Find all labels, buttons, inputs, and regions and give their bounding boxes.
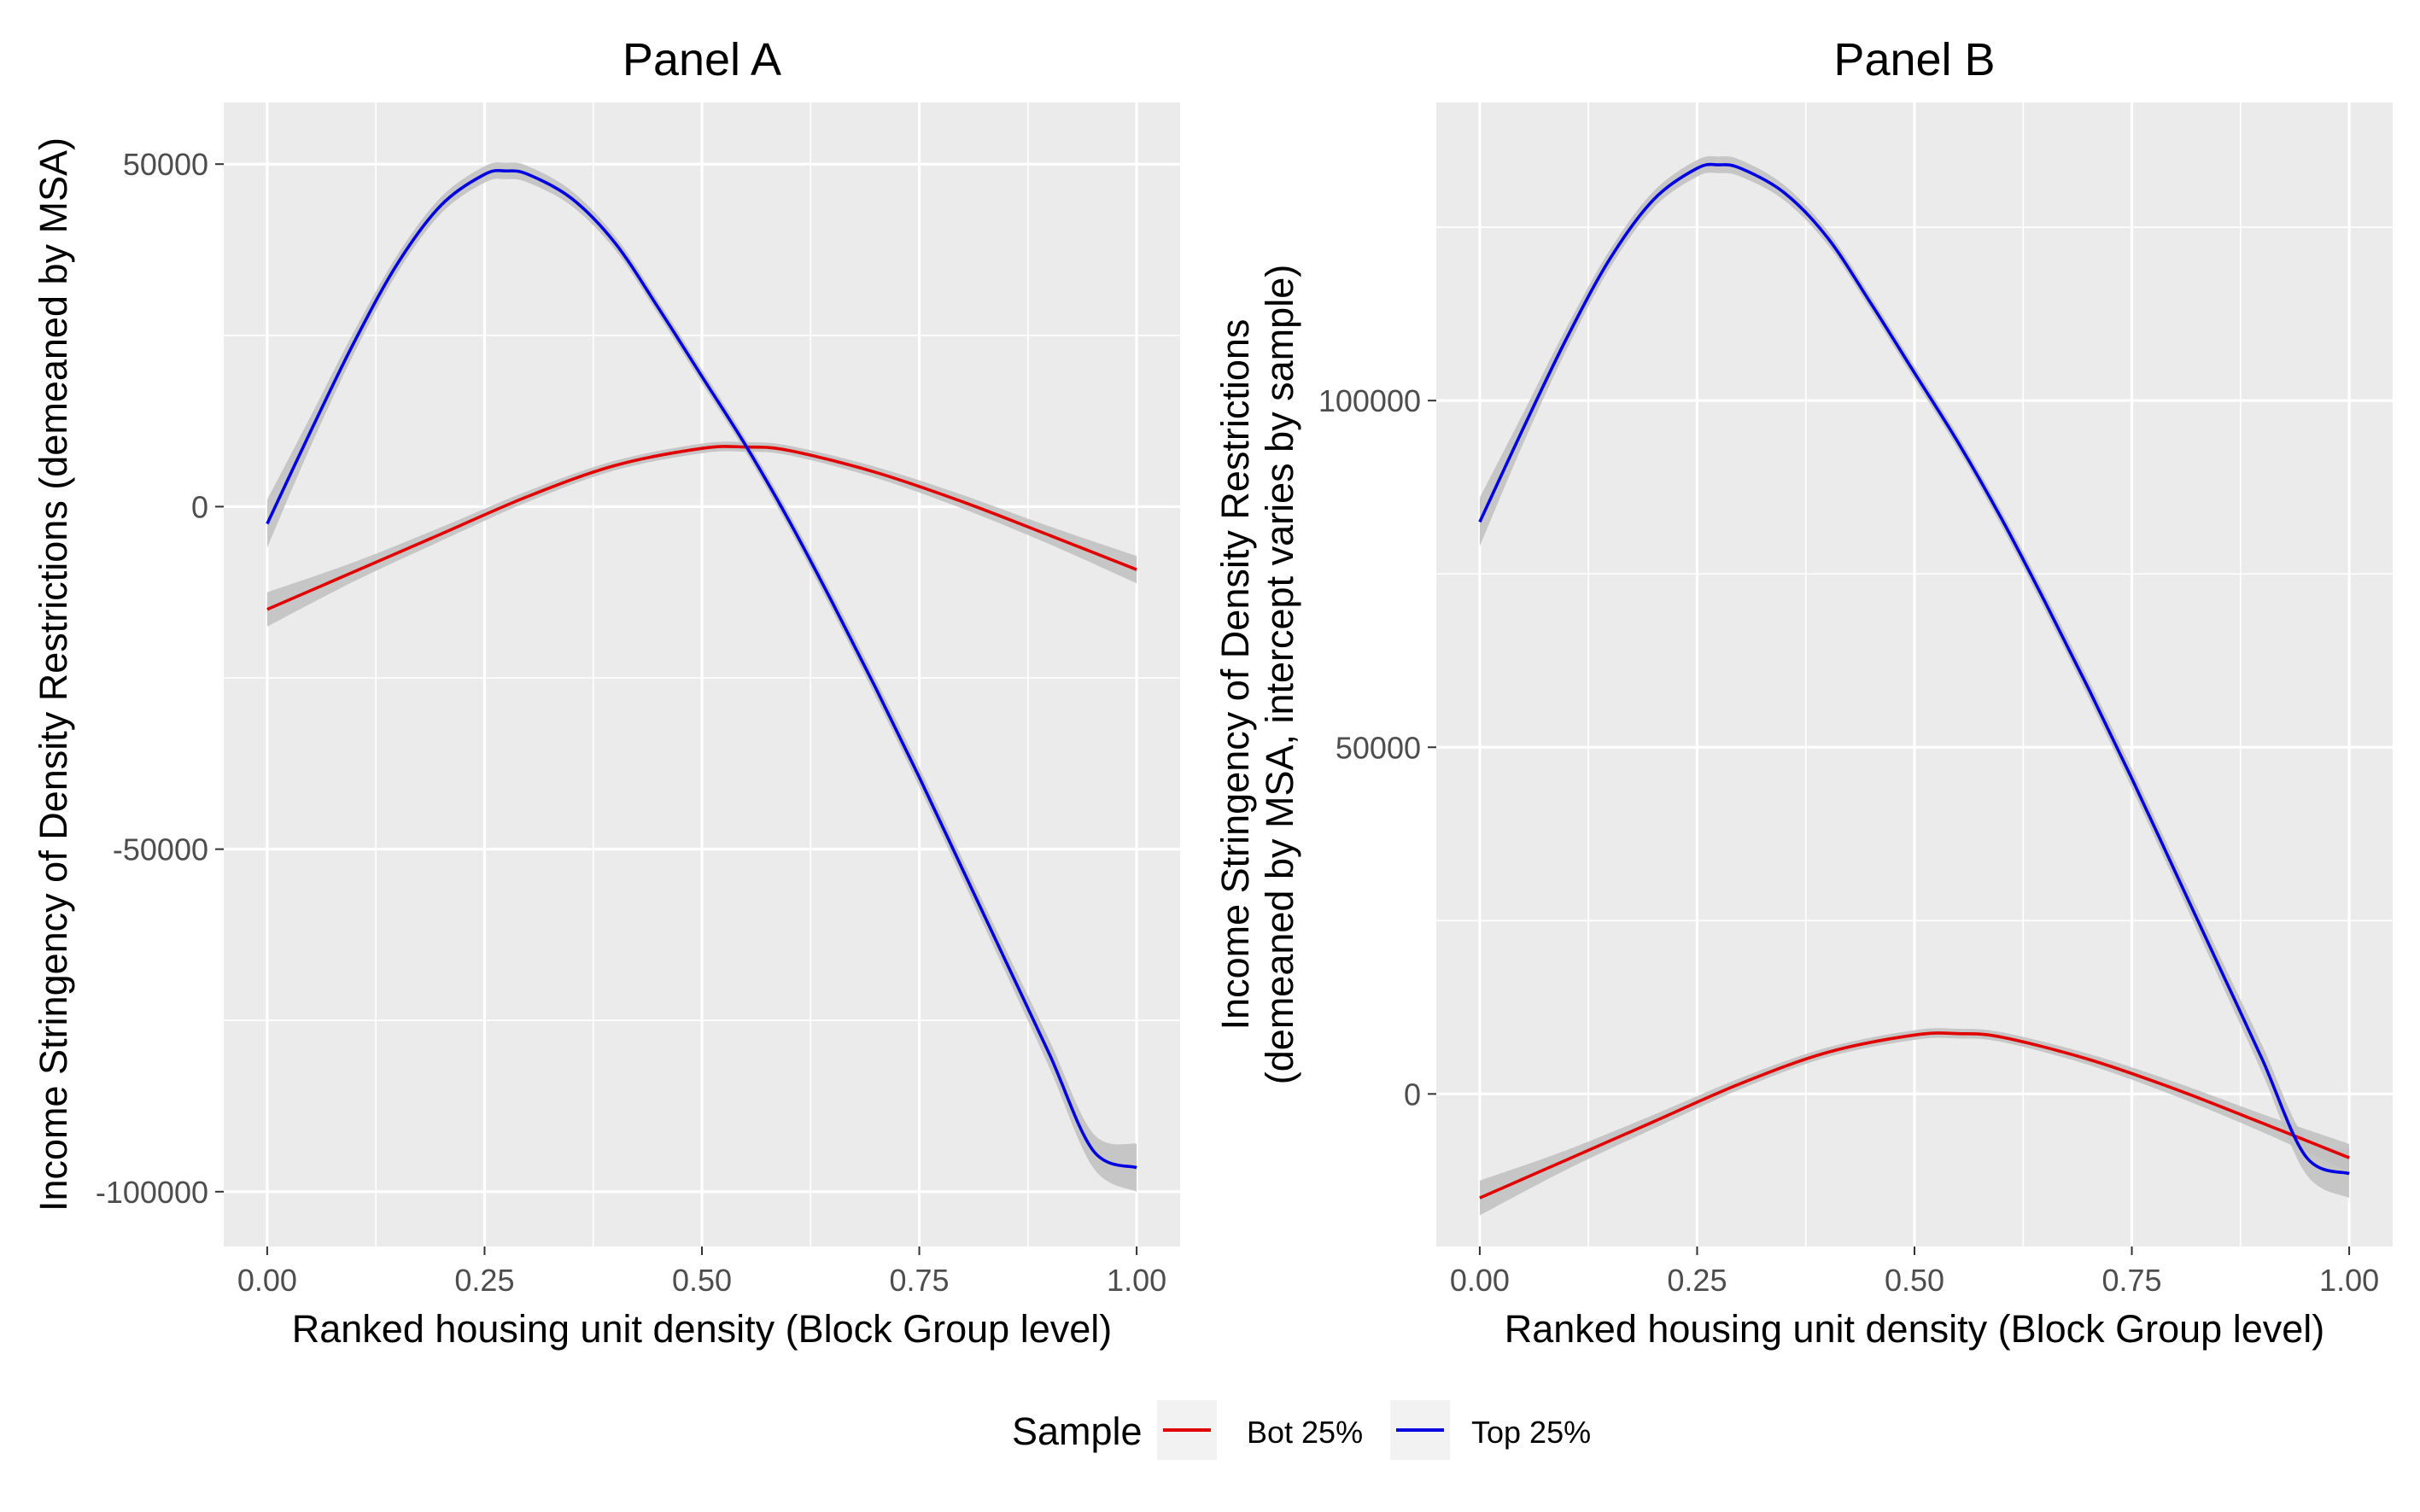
panel-a-x-axis-title: Ranked housing unit density (Block Group… <box>292 1307 1113 1351</box>
panel-a: 0.00 0.25 0.50 0.75 1.00-100000-50000050000 … <box>32 34 1180 1351</box>
x-tick-label: 0.00 <box>237 1263 297 1298</box>
x-tick-label: 1.00 <box>2319 1263 2379 1298</box>
panel-b-title: Panel B <box>1833 34 1995 85</box>
panel-a-ticks: 0.00 0.25 0.50 0.75 1.00 -100000 -50000 0 50000 <box>96 147 1166 1298</box>
y-tick-label: 100000 <box>1318 383 1421 418</box>
panel-b-x-axis-title: Ranked housing unit density (Block Group… <box>1505 1307 2325 1351</box>
panel-a-title: Panel A <box>623 34 781 85</box>
y-tick-label: 50000 <box>1336 730 1421 765</box>
x-tick-label: 0.25 <box>454 1263 514 1298</box>
legend-label-bot: Bot 25% <box>1247 1415 1363 1450</box>
x-tick-label: 0.50 <box>1885 1263 1944 1298</box>
legend-title: Sample <box>1012 1410 1143 1453</box>
panel-b-plot-area <box>1478 155 2350 1216</box>
x-tick-label: 0.00 <box>1450 1263 1510 1298</box>
legend: Sample Bot 25% Top 25% <box>1012 1400 1591 1460</box>
panel-b: 0.00 0.25 0.50 0.75 1.00 0 50000 100000 Panel B… <box>1213 34 2393 1351</box>
y-tick-label: 0 <box>191 489 208 524</box>
x-tick-label: 0.75 <box>2102 1263 2162 1298</box>
x-tick-label: 1.00 <box>1107 1263 1166 1298</box>
panel-a-y-axis-title: Income Stringency of Density Restriction… <box>32 137 75 1211</box>
x-tick-label: 0.25 <box>1667 1263 1727 1298</box>
panel-b-ticks: 0.00 0.25 0.50 0.75 1.00 0 50000 100000 <box>1318 383 2379 1298</box>
legend-label-top: Top 25% <box>1471 1415 1591 1450</box>
x-tick-label: 0.50 <box>672 1263 732 1298</box>
panel-b-y-axis-title-line1: Income Stringency of Density Restriction… <box>1213 319 1257 1030</box>
y-tick-label: -100000 <box>96 1175 208 1210</box>
y-tick-label: -50000 <box>113 832 208 867</box>
series-line-bot <box>1479 1031 2350 1200</box>
y-tick-label: 50000 <box>123 147 208 182</box>
series-line-bot <box>266 445 1137 611</box>
panel-a-grid <box>224 102 1180 1246</box>
y-tick-label: 0 <box>1404 1077 1421 1112</box>
series-line-top <box>1478 162 2350 1176</box>
panel-b-grid <box>1436 102 2393 1246</box>
panel-b-y-axis-title-line2: (demeaned by MSA, intercept varies by sa… <box>1258 265 1301 1084</box>
panel-a-plot-area <box>266 162 1137 1192</box>
series-line-top <box>266 168 1137 1170</box>
x-tick-label: 0.75 <box>890 1263 950 1298</box>
